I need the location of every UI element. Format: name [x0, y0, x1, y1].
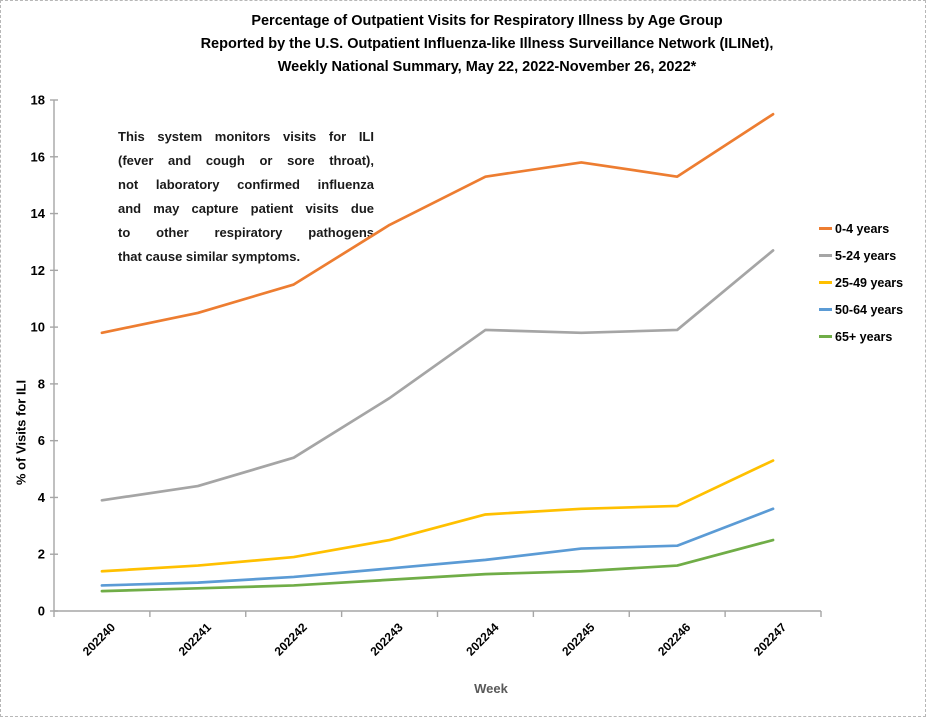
legend-item: 25-49 years	[819, 269, 903, 296]
x-tick-label: 202246	[655, 620, 693, 658]
y-tick-label: 12	[31, 263, 45, 278]
y-tick-label: 4	[38, 490, 46, 505]
annotation-line: to other respiratory pathogens	[118, 225, 374, 240]
chart-title: Percentage of Outpatient Visits for Resp…	[47, 10, 926, 79]
x-tick-label: 202245	[559, 620, 597, 658]
legend-line-marker-icon	[819, 308, 832, 311]
y-tick-label: 10	[31, 320, 45, 335]
legend-line-marker-icon	[819, 254, 832, 257]
legend-item: 65+ years	[819, 323, 903, 350]
x-tick-label: 202247	[751, 620, 789, 658]
y-tick-label: 18	[31, 93, 45, 108]
y-tick-label: 6	[38, 433, 45, 448]
annotation-line: not laboratory confirmed influenza	[118, 177, 374, 192]
chart-legend: 0-4 years 5-24 years 25-49 years 50-64 year…	[819, 215, 903, 350]
legend-label: 50-64 years	[835, 302, 904, 317]
legend-item: 50-64 years	[819, 296, 903, 323]
annotation-line: and may capture patient visits due	[118, 201, 374, 216]
x-axis-title: Week	[474, 681, 508, 696]
chart-title-line-2: Reported by the U.S. Outpatient Influenz…	[200, 36, 774, 52]
legend-line-marker-icon	[819, 281, 832, 284]
y-tick-label: 8	[38, 376, 45, 391]
chart-title-line-1: Percentage of Outpatient Visits for Resp…	[251, 13, 723, 29]
x-tick-label: 202241	[176, 620, 214, 658]
annotation-line: This system monitors visits for ILI	[118, 129, 374, 144]
legend-line-marker-icon	[819, 227, 832, 230]
legend-line-marker-icon	[819, 335, 832, 338]
y-tick-label: 2	[38, 547, 45, 562]
legend-item: 0-4 years	[819, 215, 903, 242]
x-tick-label: 202242	[272, 620, 310, 658]
annotation-line: that cause similar symptoms.	[118, 249, 301, 264]
series-line-25-49-years	[100, 459, 775, 573]
y-tick-label: 16	[31, 149, 45, 164]
chart-title-line-3: Weekly National Summary, May 22, 2022-No…	[277, 59, 697, 75]
series-line-65-years	[100, 538, 775, 593]
series-line-5-24-years	[100, 249, 775, 502]
legend-label: 5-24 years	[835, 248, 897, 263]
legend-item: 5-24 years	[819, 242, 903, 269]
series-line-50-64-years	[100, 507, 775, 587]
x-tick-label: 202244	[463, 620, 501, 658]
legend-label: 25-49 years	[835, 275, 904, 290]
chart-annotation: This system monitors visits for ILI (feve…	[118, 125, 374, 269]
x-tick-label: 202243	[367, 620, 405, 658]
y-tick-label: 0	[38, 604, 45, 619]
y-axis-title: % of Visits for ILI	[13, 379, 29, 486]
series-line-0-4-years	[100, 112, 775, 335]
y-tick-label: 14	[31, 206, 46, 221]
annotation-line: (fever and cough or sore throat),	[118, 153, 374, 168]
legend-label: 0-4 years	[835, 221, 890, 236]
x-tick-label: 202240	[80, 620, 118, 658]
legend-label: 65+ years	[835, 329, 893, 344]
